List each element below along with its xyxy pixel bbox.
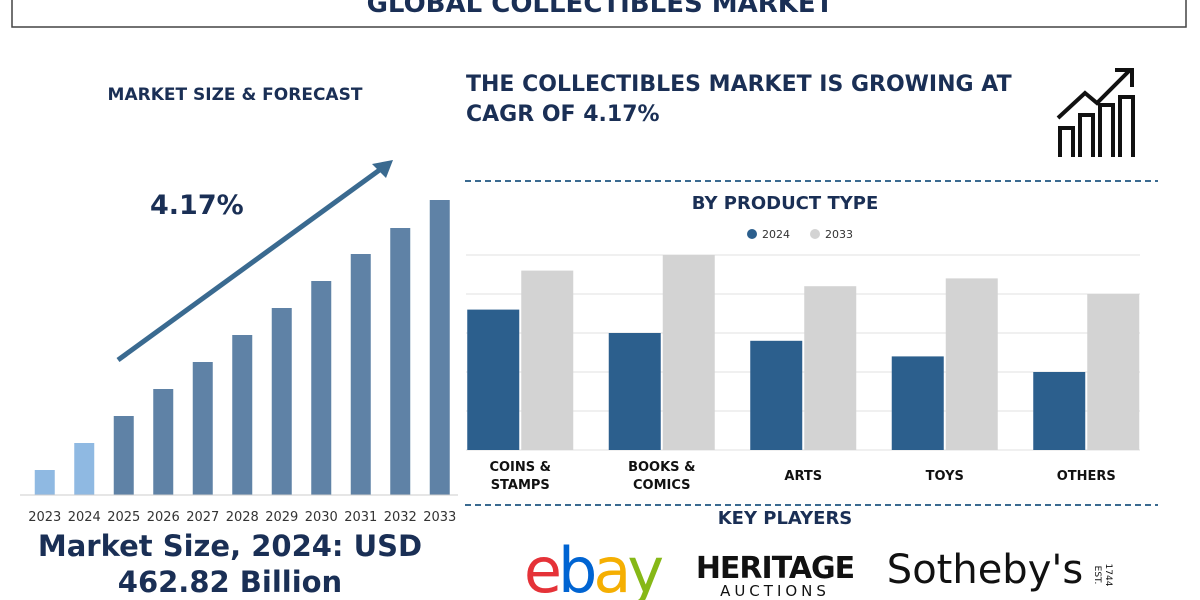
headline: THE COLLECTIBLES MARKET IS GROWING AT CA… — [466, 72, 1012, 127]
title-frame — [11, 0, 1187, 28]
x-tick-label: 2031 — [344, 510, 377, 525]
bar — [113, 416, 134, 495]
x-tick-label: TOYS — [925, 469, 964, 484]
legend-swatch — [810, 229, 820, 239]
legend-swatch — [747, 229, 757, 239]
x-tick-label: 2025 — [107, 510, 140, 525]
chart-title: BY PRODUCT TYPE — [691, 193, 879, 214]
x-tick-label: 2030 — [305, 510, 338, 525]
x-tick-label: 2028 — [226, 510, 259, 525]
bar — [1087, 294, 1140, 450]
x-tick-label: OTHERS — [1056, 469, 1116, 484]
bar — [891, 356, 944, 450]
annotation: 4.17% — [150, 190, 244, 221]
trend-arrow-head — [372, 160, 393, 178]
bar — [311, 281, 332, 495]
logo-sothebys: Sotheby's — [887, 547, 1083, 593]
legend-label: 2024 — [762, 228, 790, 241]
bar — [271, 308, 292, 495]
x-tick-label: 2023 — [28, 510, 61, 525]
logo-heritage: HERITAGE — [696, 551, 854, 586]
bar — [750, 340, 803, 450]
growth-icon — [1056, 68, 1135, 157]
key-players-title: KEY PLAYERS — [717, 508, 853, 529]
page-title: GLOBAL COLLECTIBLES MARKET — [367, 0, 834, 19]
bar — [467, 309, 520, 450]
bar — [521, 270, 574, 450]
bar — [350, 254, 371, 495]
bar — [74, 443, 95, 495]
bar — [153, 389, 174, 495]
bar — [34, 470, 55, 495]
bar — [804, 286, 857, 450]
chart-title: MARKET SIZE & FORECAST — [107, 85, 363, 105]
x-tick-label: ARTS — [784, 469, 823, 484]
x-tick-label: 2029 — [265, 510, 298, 525]
bar — [608, 333, 661, 450]
bar — [192, 362, 213, 495]
bar — [232, 335, 253, 495]
logo-ebay: ebay — [524, 534, 663, 600]
x-tick-label: 2027 — [186, 510, 219, 525]
bar — [390, 228, 411, 495]
x-tick-label: COINS & STAMPS — [489, 460, 552, 493]
x-tick-label: 2032 — [384, 510, 417, 525]
bar — [662, 255, 715, 450]
bar — [429, 200, 450, 495]
x-tick-label: 2033 — [423, 510, 456, 525]
trend-arrow — [116, 163, 387, 363]
x-tick-label: 2024 — [68, 510, 101, 525]
logo-est: EST. — [1092, 566, 1102, 585]
logo-auctions: AUCTIONS — [720, 582, 830, 600]
bar — [1033, 372, 1086, 450]
market-size: Market Size, 2024: USD 462.82 Billion — [37, 529, 423, 599]
logo-year: 1744 — [1103, 564, 1113, 587]
x-tick-label: BOOKS & COMICS — [628, 460, 696, 493]
legend-label: 2033 — [825, 228, 853, 241]
bar — [945, 278, 998, 450]
x-tick-label: 2026 — [147, 510, 180, 525]
